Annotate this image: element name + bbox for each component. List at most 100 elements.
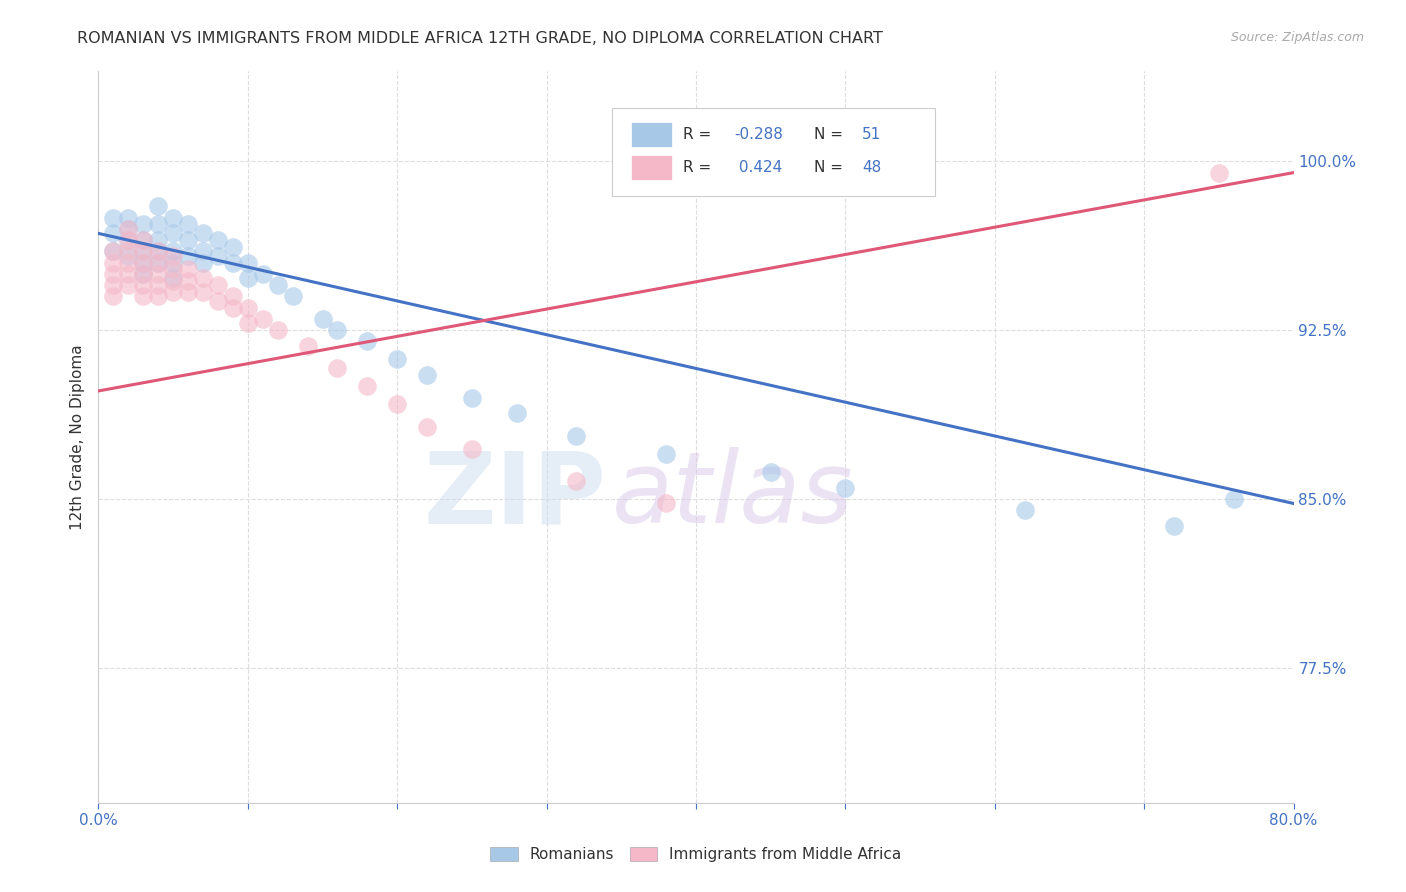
Point	[132, 267, 155, 281]
Point	[132, 267, 155, 281]
Point	[148, 255, 170, 269]
Point	[267, 323, 290, 337]
Point	[132, 218, 155, 232]
Point	[191, 271, 214, 285]
Point	[148, 233, 170, 247]
Point	[132, 233, 155, 247]
Point	[565, 474, 588, 488]
Point	[1014, 503, 1036, 517]
Point	[117, 222, 139, 236]
Point	[207, 278, 229, 293]
Point	[759, 465, 782, 479]
Point	[132, 244, 155, 259]
Point	[103, 227, 125, 241]
Point	[117, 255, 139, 269]
Point	[162, 271, 184, 285]
Point	[222, 289, 245, 303]
Point	[252, 267, 274, 281]
Point	[148, 289, 170, 303]
Text: 48: 48	[862, 160, 882, 175]
Point	[655, 496, 678, 510]
Point	[191, 255, 214, 269]
Point	[148, 255, 170, 269]
Point	[132, 278, 155, 293]
Point	[461, 391, 484, 405]
Point	[385, 397, 409, 411]
Point	[103, 211, 125, 225]
Point	[1163, 519, 1185, 533]
Point	[834, 481, 856, 495]
Text: atlas: atlas	[613, 447, 853, 544]
Point	[207, 233, 229, 247]
Point	[177, 233, 200, 247]
Point	[252, 312, 274, 326]
Point	[162, 274, 184, 288]
Point	[506, 407, 529, 421]
Text: R =: R =	[683, 160, 716, 175]
Point	[461, 442, 484, 457]
Point	[132, 255, 155, 269]
Point	[236, 255, 259, 269]
Point	[117, 244, 139, 259]
Point	[103, 255, 125, 269]
Point	[162, 255, 184, 269]
Text: N =: N =	[814, 127, 848, 142]
Point	[177, 249, 200, 263]
Point	[222, 240, 245, 254]
Point	[103, 289, 125, 303]
Point	[132, 289, 155, 303]
Point	[416, 420, 439, 434]
Text: ROMANIAN VS IMMIGRANTS FROM MIDDLE AFRICA 12TH GRADE, NO DIPLOMA CORRELATION CHA: ROMANIAN VS IMMIGRANTS FROM MIDDLE AFRIC…	[77, 31, 883, 46]
Point	[132, 255, 155, 269]
Point	[148, 244, 170, 259]
Point	[103, 278, 125, 293]
Point	[207, 249, 229, 263]
Point	[281, 289, 304, 303]
Point	[117, 233, 139, 247]
Legend: Romanians, Immigrants from Middle Africa: Romanians, Immigrants from Middle Africa	[484, 841, 908, 868]
Point	[191, 227, 214, 241]
Point	[162, 249, 184, 263]
Point	[655, 447, 678, 461]
Point	[1208, 166, 1230, 180]
Point	[162, 262, 184, 277]
FancyBboxPatch shape	[631, 122, 672, 146]
Point	[148, 218, 170, 232]
Point	[148, 244, 170, 259]
Point	[191, 285, 214, 299]
Point	[356, 334, 378, 349]
Point	[177, 218, 200, 232]
Point	[297, 339, 319, 353]
Point	[207, 293, 229, 308]
Point	[191, 244, 214, 259]
Point	[117, 233, 139, 247]
Text: 51: 51	[862, 127, 882, 142]
FancyBboxPatch shape	[613, 108, 935, 195]
Point	[565, 429, 588, 443]
Text: 0.424: 0.424	[734, 160, 783, 175]
Point	[356, 379, 378, 393]
Point	[148, 199, 170, 213]
Y-axis label: 12th Grade, No Diploma: 12th Grade, No Diploma	[69, 344, 84, 530]
Point	[162, 227, 184, 241]
Point	[236, 301, 259, 315]
Point	[236, 317, 259, 331]
Text: -0.288: -0.288	[734, 127, 783, 142]
Point	[103, 267, 125, 281]
Point	[103, 244, 125, 259]
Point	[236, 271, 259, 285]
Text: R =: R =	[683, 127, 716, 142]
Point	[117, 267, 139, 281]
Point	[132, 233, 155, 247]
Point	[162, 244, 184, 259]
Point	[117, 211, 139, 225]
Point	[326, 361, 349, 376]
Point	[267, 278, 290, 293]
Point	[1223, 491, 1246, 506]
Point	[177, 274, 200, 288]
Point	[117, 249, 139, 263]
Text: Source: ZipAtlas.com: Source: ZipAtlas.com	[1230, 31, 1364, 45]
Point	[162, 285, 184, 299]
Point	[148, 267, 170, 281]
Point	[311, 312, 333, 326]
